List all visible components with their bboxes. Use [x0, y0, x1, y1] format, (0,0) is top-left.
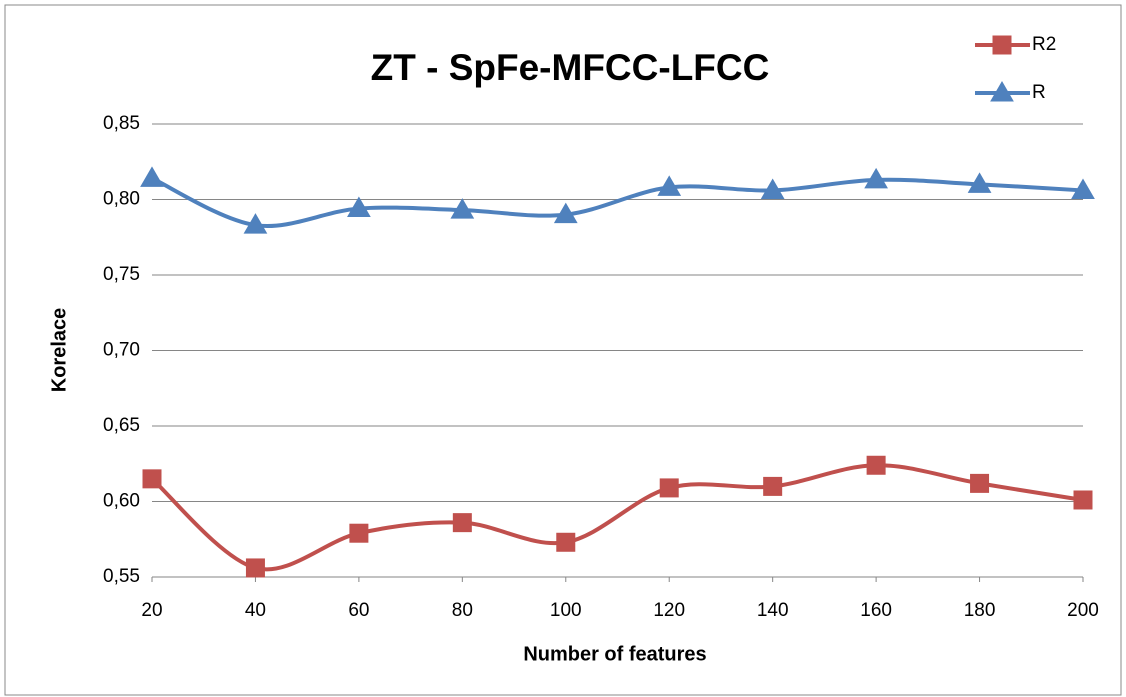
x-tick-label: 20: [141, 600, 162, 621]
y-axis-label: Korelace: [48, 308, 70, 393]
data-point: [659, 478, 679, 498]
data-point: [140, 166, 164, 187]
x-tick-label: 160: [860, 600, 892, 621]
data-point: [866, 455, 886, 475]
data-point: [347, 196, 371, 218]
x-tick-label: 180: [964, 600, 996, 621]
y-tick-label: 0,65: [103, 415, 140, 436]
data-point: [1073, 490, 1093, 510]
data-point: [450, 198, 475, 219]
chart-title: ZT - SpFe-MFCC-LFCC: [371, 47, 770, 88]
data-point: [967, 172, 992, 193]
y-tick-label: 0,70: [103, 340, 140, 361]
y-tick-label: 0,55: [103, 566, 140, 587]
legend-marker: [992, 35, 1012, 55]
x-tick-label: 100: [550, 600, 582, 621]
y-tick-label: 0,80: [103, 189, 140, 210]
data-point: [760, 178, 785, 199]
data-point: [452, 513, 472, 533]
x-tick-label: 60: [348, 600, 369, 621]
legend-marker: [990, 81, 1014, 102]
data-point: [1071, 178, 1095, 199]
x-axis-label: Number of features: [523, 643, 706, 665]
x-tick-label: 200: [1067, 600, 1099, 621]
data-point: [763, 476, 783, 496]
data-point: [657, 175, 682, 196]
y-tick-label: 0,75: [103, 264, 140, 285]
x-tick-label: 140: [757, 600, 789, 621]
legend-label: R: [1032, 82, 1046, 103]
data-point: [142, 469, 162, 489]
data-point: [556, 532, 576, 552]
data-point: [245, 558, 265, 578]
y-tick-label: 0,60: [103, 491, 140, 512]
x-tick-label: 40: [245, 600, 266, 621]
y-tick-label: 0,85: [103, 113, 140, 134]
data-point: [864, 167, 888, 189]
x-tick-label: 80: [452, 600, 473, 621]
x-tick-label: 120: [653, 600, 685, 621]
data-point: [553, 202, 578, 224]
series-line: [151, 176, 1084, 228]
data-point: [243, 213, 268, 234]
legend-label: R2: [1032, 34, 1056, 55]
data-point: [349, 523, 369, 543]
series-line: [150, 463, 1084, 572]
data-point: [970, 473, 990, 493]
